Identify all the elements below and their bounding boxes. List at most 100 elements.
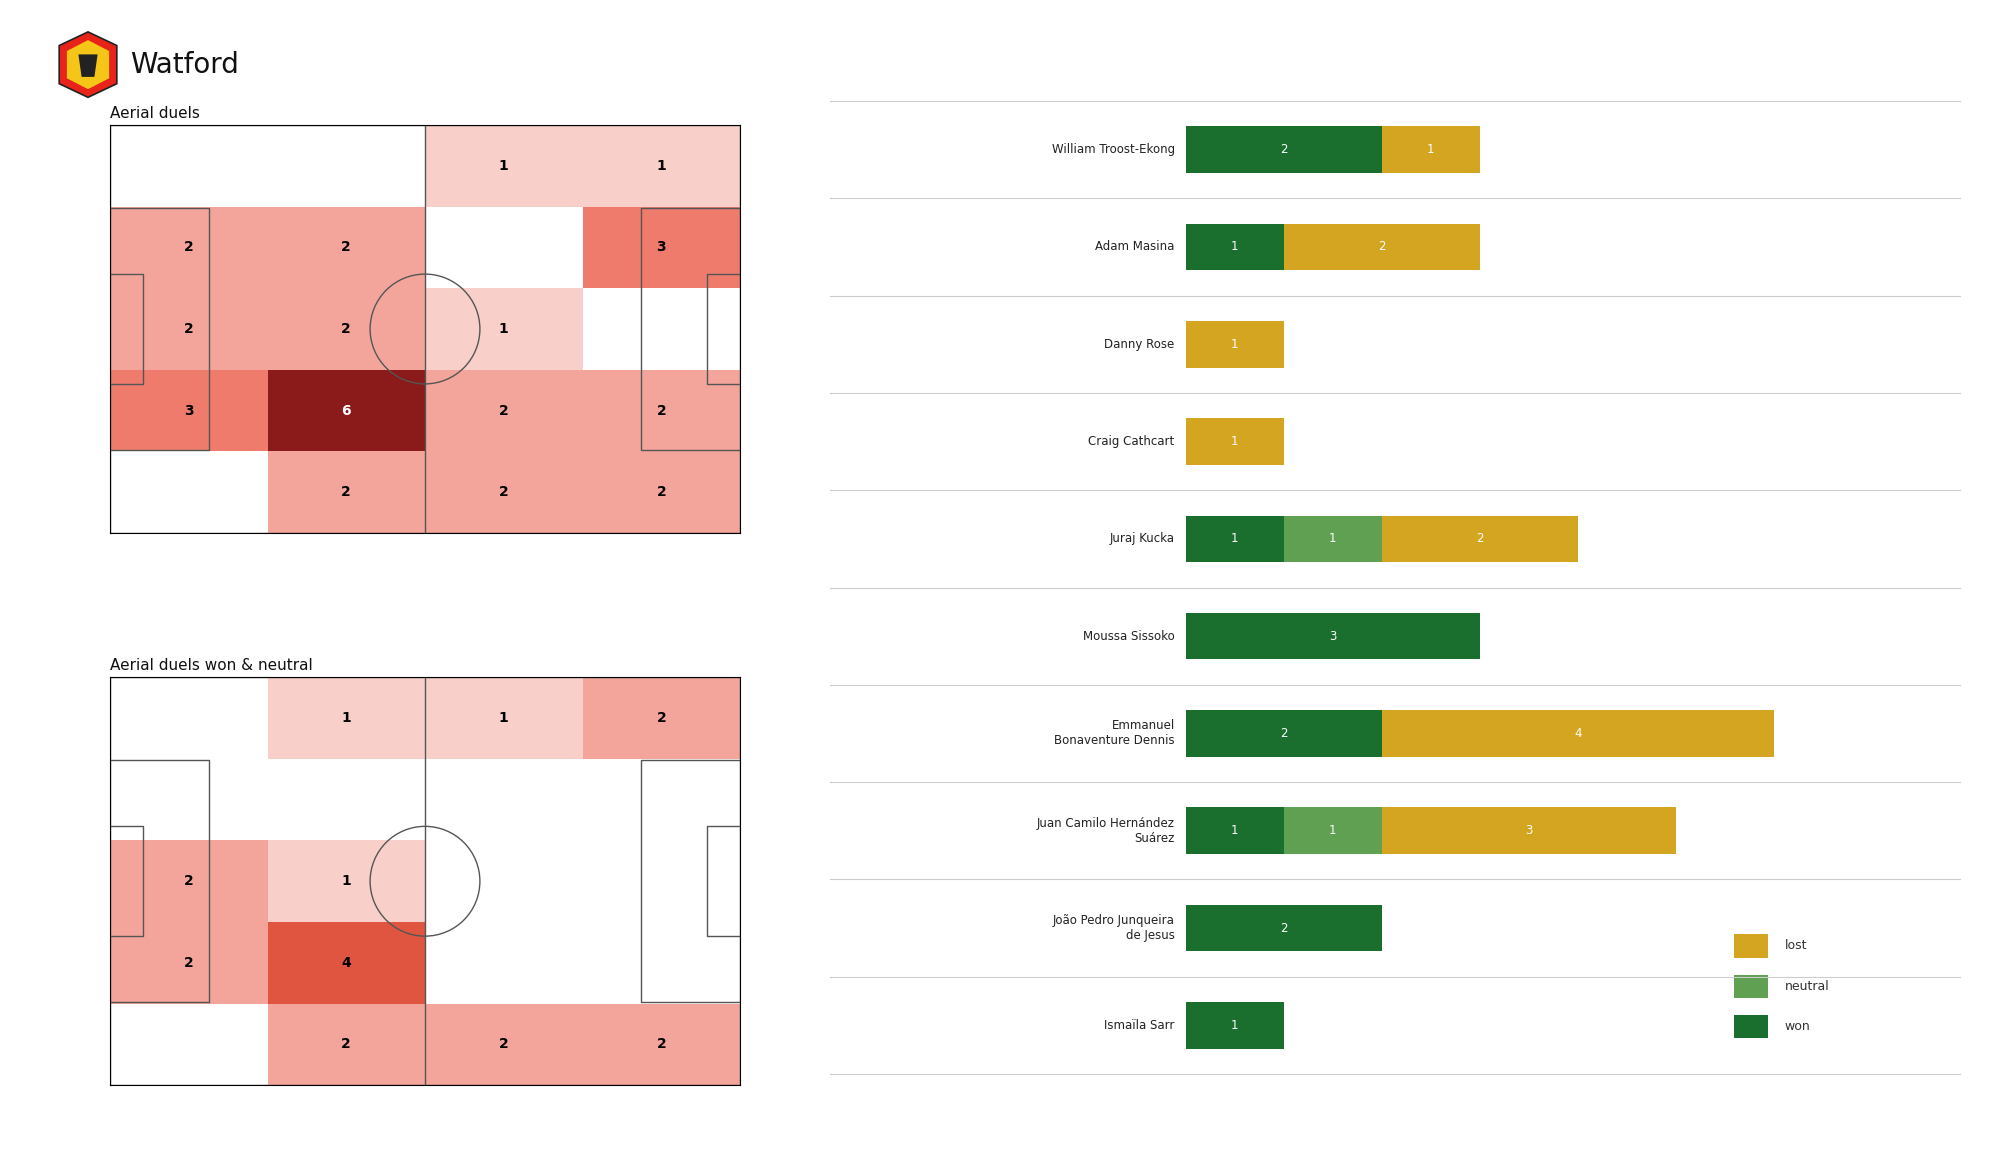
Bar: [1186, 710, 1382, 757]
Text: 2: 2: [1280, 921, 1288, 934]
Text: 3: 3: [184, 403, 194, 417]
Text: Aerial duels: Aerial duels: [110, 106, 200, 121]
Text: Danny Rose: Danny Rose: [1104, 337, 1174, 351]
Bar: [110, 759, 268, 840]
Text: 2: 2: [342, 1038, 352, 1052]
Text: 2: 2: [498, 485, 508, 499]
Bar: [582, 759, 740, 840]
Bar: [268, 288, 424, 370]
Bar: [268, 207, 424, 288]
Bar: [582, 125, 740, 207]
Text: 1: 1: [1428, 143, 1434, 156]
Bar: [426, 677, 582, 759]
Text: Ismaïla Sarr: Ismaïla Sarr: [1104, 1019, 1174, 1032]
Text: neutral: neutral: [1784, 980, 1830, 993]
Text: 1: 1: [1232, 241, 1238, 254]
Text: 2: 2: [184, 874, 194, 888]
Bar: [1186, 418, 1284, 465]
Bar: [426, 922, 582, 1003]
Text: 1: 1: [498, 711, 508, 725]
Text: 6: 6: [342, 403, 352, 417]
Text: 3: 3: [656, 241, 666, 255]
Text: 2: 2: [342, 241, 352, 255]
Text: 3: 3: [1330, 630, 1336, 643]
Bar: [110, 451, 268, 533]
Text: Craig Cathcart: Craig Cathcart: [1088, 435, 1174, 448]
Bar: [582, 840, 740, 922]
Bar: [1734, 1015, 1768, 1038]
Text: 1: 1: [1232, 435, 1238, 448]
Text: Adam Masina: Adam Masina: [1096, 241, 1174, 254]
Polygon shape: [78, 54, 98, 76]
Text: 1: 1: [1232, 824, 1238, 838]
Bar: [426, 370, 582, 451]
Bar: [582, 370, 740, 451]
Bar: [268, 840, 424, 922]
Bar: [268, 125, 424, 207]
Text: 1: 1: [342, 711, 352, 725]
Bar: [268, 370, 424, 451]
Text: Watford: Watford: [130, 51, 238, 79]
Bar: [110, 370, 268, 451]
Bar: [1734, 934, 1768, 958]
Bar: [426, 840, 582, 922]
Text: Juan Camilo Hernández
Suárez: Juan Camilo Hernández Suárez: [1036, 817, 1174, 845]
Text: 2: 2: [656, 1038, 666, 1052]
Text: 2: 2: [342, 485, 352, 499]
Text: 2: 2: [498, 1038, 508, 1052]
Text: 2: 2: [656, 403, 666, 417]
Text: 2: 2: [656, 711, 666, 725]
Bar: [110, 922, 268, 1003]
Text: Emmanuel
Bonaventure Dennis: Emmanuel Bonaventure Dennis: [1054, 719, 1174, 747]
Bar: [268, 759, 424, 840]
Polygon shape: [60, 32, 116, 98]
Bar: [1186, 321, 1284, 368]
Bar: [110, 1003, 268, 1086]
Text: 1: 1: [1232, 532, 1238, 545]
Bar: [426, 125, 582, 207]
Bar: [1186, 127, 1382, 173]
Text: 2: 2: [342, 322, 352, 336]
Bar: [1382, 710, 1774, 757]
Text: Aerial duels won & neutral: Aerial duels won & neutral: [110, 658, 312, 673]
Bar: [110, 125, 268, 207]
Bar: [110, 207, 268, 288]
Text: Moussa Sissoko: Moussa Sissoko: [1082, 630, 1174, 643]
Text: 1: 1: [656, 159, 666, 173]
Text: 2: 2: [1476, 532, 1484, 545]
Bar: [1186, 905, 1382, 952]
Bar: [268, 922, 424, 1003]
Bar: [1382, 516, 1578, 562]
Bar: [110, 288, 268, 370]
Bar: [110, 677, 268, 759]
Bar: [426, 759, 582, 840]
Text: 2: 2: [1378, 241, 1386, 254]
Text: 4: 4: [342, 955, 352, 969]
Text: 1: 1: [1232, 337, 1238, 351]
Bar: [1382, 807, 1676, 854]
Text: 2: 2: [656, 485, 666, 499]
Text: won: won: [1784, 1020, 1810, 1033]
Text: 1: 1: [342, 874, 352, 888]
Bar: [426, 1003, 582, 1086]
Bar: [582, 451, 740, 533]
Bar: [582, 207, 740, 288]
Text: 2: 2: [184, 955, 194, 969]
Bar: [1186, 613, 1480, 659]
Text: 2: 2: [1280, 727, 1288, 740]
Text: 1: 1: [498, 159, 508, 173]
Text: 2: 2: [184, 241, 194, 255]
Polygon shape: [66, 40, 110, 89]
Text: 2: 2: [1280, 143, 1288, 156]
Bar: [268, 451, 424, 533]
Text: João Pedro Junqueira
de Jesus: João Pedro Junqueira de Jesus: [1052, 914, 1174, 942]
Bar: [582, 288, 740, 370]
Text: Juraj Kucka: Juraj Kucka: [1110, 532, 1174, 545]
Bar: [1284, 807, 1382, 854]
Text: 1: 1: [1330, 532, 1336, 545]
Bar: [582, 1003, 740, 1086]
Text: lost: lost: [1784, 940, 1808, 953]
Text: 4: 4: [1574, 727, 1582, 740]
Bar: [582, 677, 740, 759]
Bar: [426, 451, 582, 533]
